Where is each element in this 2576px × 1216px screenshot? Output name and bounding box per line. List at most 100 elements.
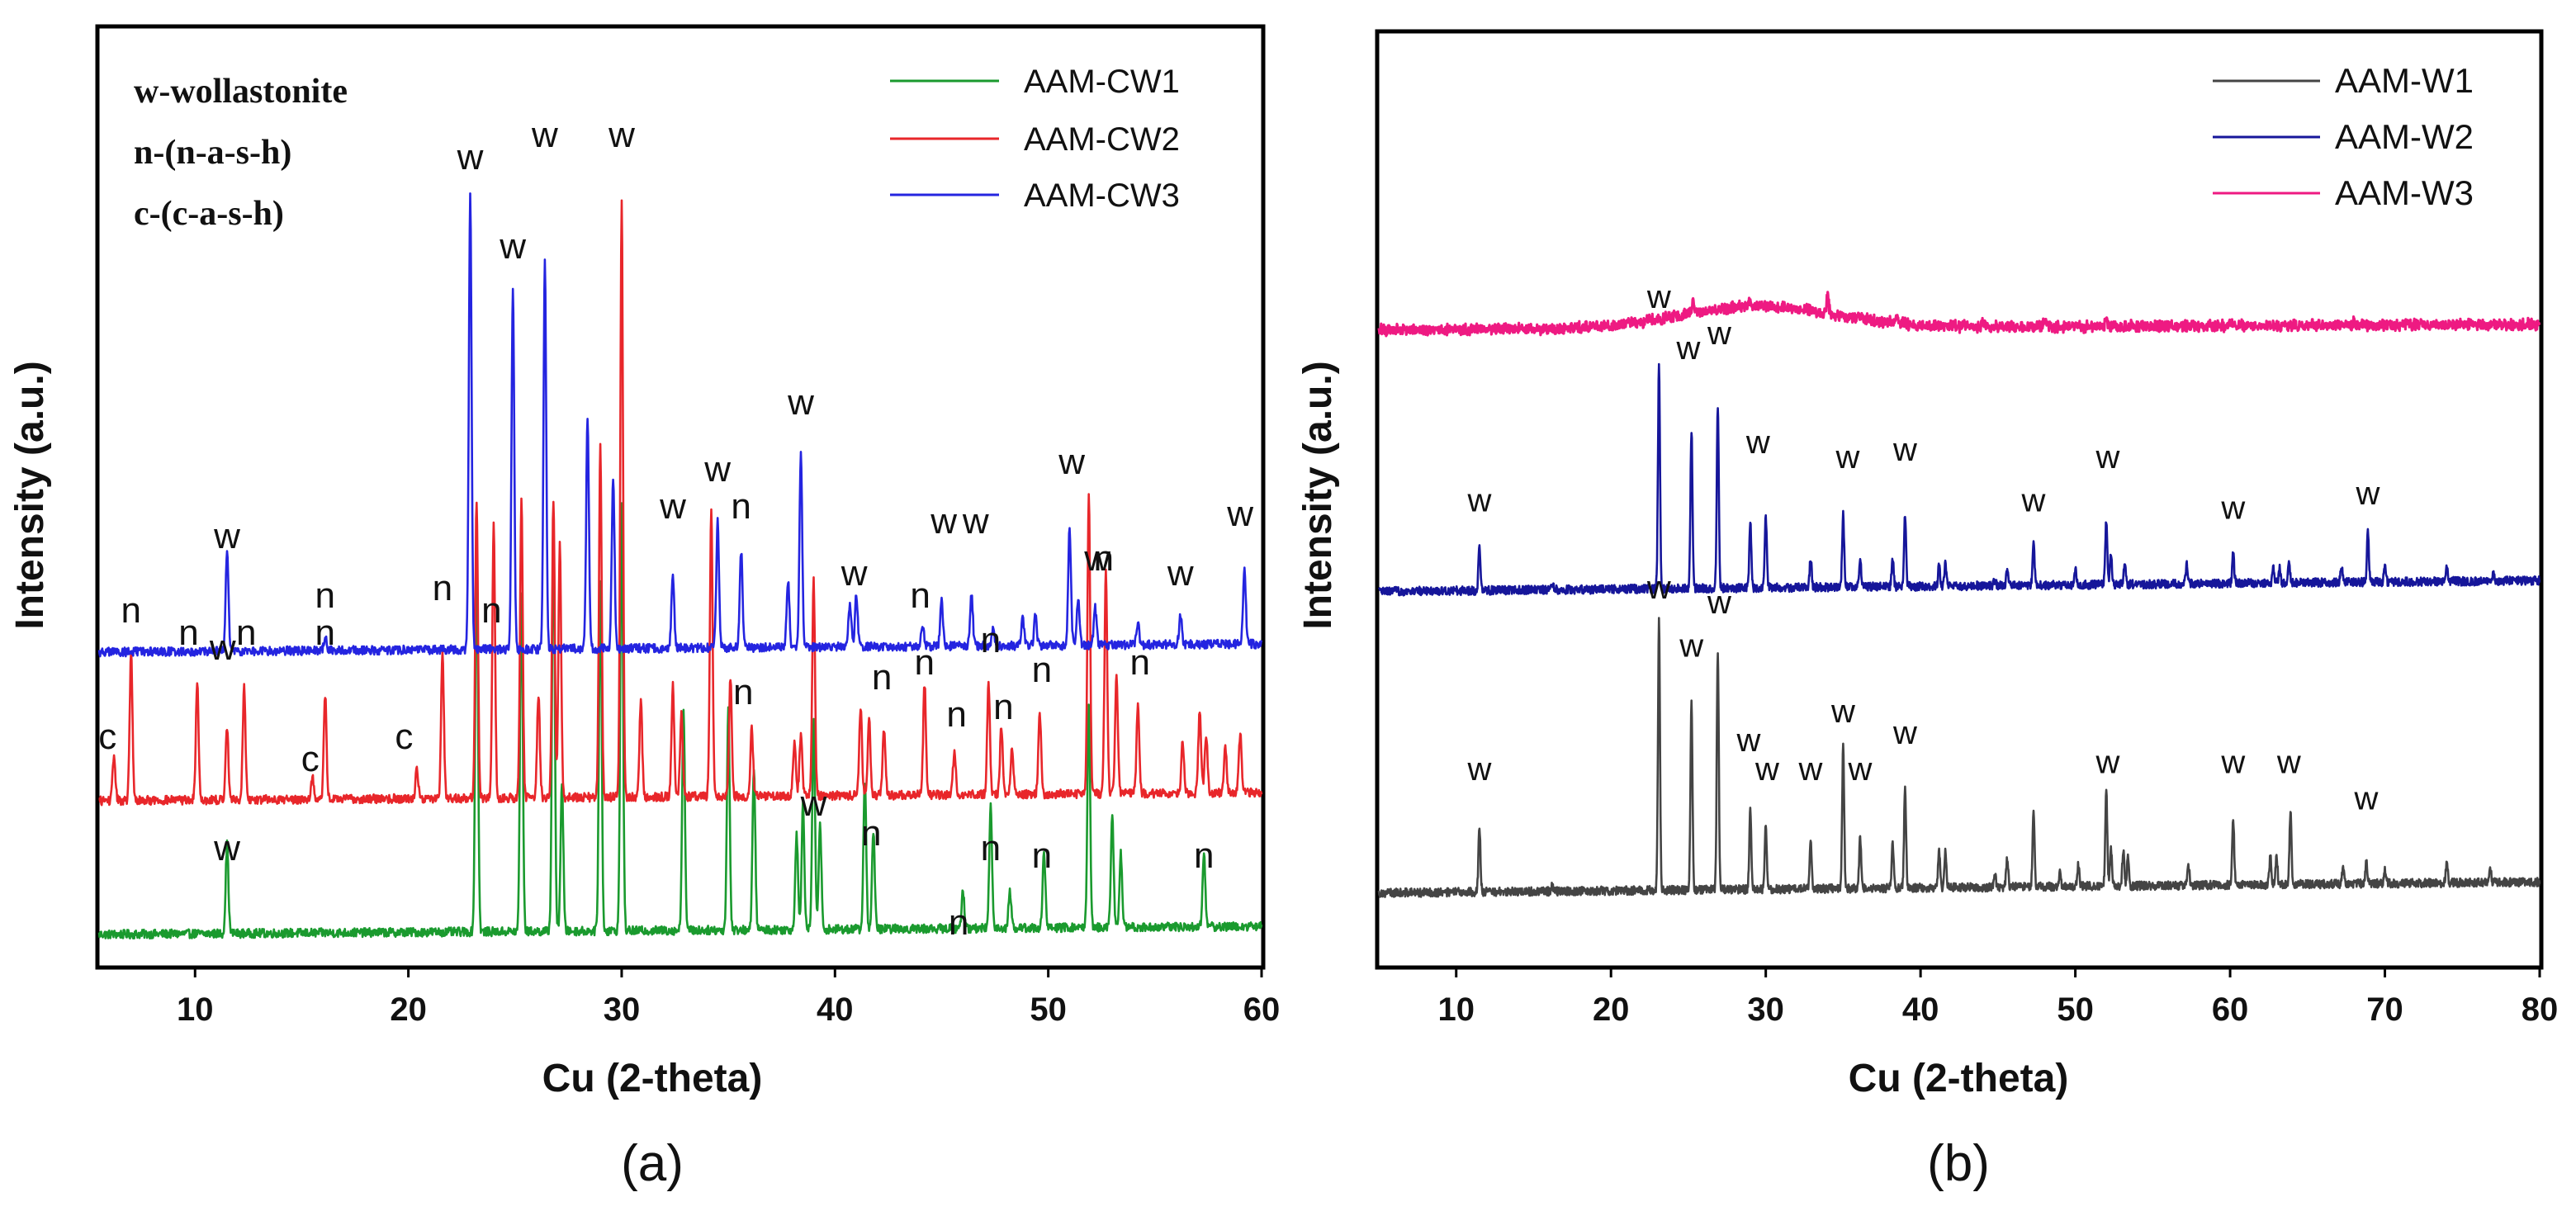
peak-annotation: w [1679,628,1703,665]
peak-annotation: c [301,739,320,779]
peak-annotation: w [1754,751,1779,788]
legend-label-cw1: AAM-CW1 [1024,64,1180,100]
panel-a-caption: (a) [621,1135,684,1192]
series-line-aam-cw2 [98,199,1263,807]
peak-annotation: w [1226,494,1253,534]
series-line-aam-w2 [1377,362,2541,597]
peak-annotation: w [213,828,240,868]
peak-annotation: n [1032,650,1052,690]
peak-annotation: w [1848,751,1873,788]
legend-label-cw2: AAM-CW2 [1024,121,1180,158]
peak-annotation: w [531,115,558,155]
peak-annotation: w [659,486,686,527]
peak-annotation: n [178,613,198,653]
peak-annotation: n [315,613,335,653]
peak-annotation: n [949,902,968,943]
peak-annotation: w [930,501,957,542]
legend-label-w1: AAM-W1 [2335,61,2474,100]
panel-a-frame [95,24,1266,970]
peak-annotation: w [1466,483,1491,519]
peak-annotation: w [2354,780,2379,816]
peak-annotation: w [787,382,814,423]
x-tick-label: 70 [2366,991,2403,1028]
peak-annotation: n [861,813,881,854]
panel-b-caption: (b) [1927,1135,1990,1192]
peak-annotation: w [1167,553,1194,594]
x-tick-label: 30 [1747,991,1784,1028]
peak-annotation: w [213,516,240,556]
peak-annotation: n [315,575,335,616]
peak-annotation: w [800,783,827,824]
x-tick-label: 10 [1437,991,1475,1028]
panel-b-legend: AAM-W1 AAM-W2 AAM-W3 [2213,61,2474,212]
phase-key-n: n-(n-a-s-h) [134,134,291,172]
peak-annotation: n [1032,835,1052,876]
peak-annotation: w [2355,476,2379,512]
x-tick-label: 60 [1243,991,1281,1028]
phase-key-c: c-(c-a-s-h) [134,195,284,233]
peak-annotation: c [98,717,116,757]
peak-annotation: w [1835,439,1860,476]
peak-annotation: w [1466,751,1491,788]
peak-annotation: w [1675,330,1700,367]
peak-annotation: w [1798,751,1823,788]
peak-annotation: n [1129,642,1149,683]
peak-annotation: w [841,553,868,594]
x-tick-label: 20 [1593,991,1630,1028]
panel-a-traces [97,192,1263,940]
peak-annotation: w [1646,570,1671,606]
peak-annotation: w [2021,483,2046,519]
peak-annotation: w [2220,744,2245,780]
x-tick-label: 60 [2212,991,2249,1028]
peak-annotation: w [1707,315,1731,352]
peak-annotation: w [2095,439,2120,476]
panel-a-x-label: Cu (2-theta) [542,1057,763,1100]
peak-annotation: n [915,642,935,683]
peak-annotation: w [1083,538,1110,579]
peak-annotation: w [608,115,635,155]
panel-b-traces [1377,291,2541,898]
peak-annotation: w [2276,744,2301,780]
peak-annotation: w [2095,744,2120,780]
peak-annotation: n [910,575,930,616]
peak-annotation: w [499,226,526,267]
phase-key-w: w-wollastonite [134,73,348,111]
peak-annotation: w [209,627,236,668]
peak-annotation: n [872,657,892,698]
peak-annotation: n [236,613,256,653]
x-tick-label: 20 [390,991,427,1028]
peak-annotation: w [1736,722,1761,759]
peak-annotation: w [1058,442,1085,482]
x-tick-label: 40 [817,991,854,1028]
peak-annotation: w [2220,490,2245,526]
panel-a-legend: AAM-CW1 AAM-CW2 AAM-CW3 [890,64,1180,214]
peak-annotation: n [981,620,1001,660]
peak-annotation: w [962,501,989,542]
peak-annotation: n [433,568,452,608]
panel-b-x-ticks: 10 20 30 40 50 60 70 80 [1437,966,2558,1028]
legend-label-cw3: AAM-CW3 [1024,177,1180,214]
legend-label-w2: AAM-W2 [2335,117,2474,156]
series-line-aam-w1 [1377,617,2541,898]
peak-annotation: c [395,717,413,757]
x-tick-label: 50 [1030,991,1067,1028]
peak-annotation: w [1830,693,1855,730]
x-tick-label: 50 [2057,991,2094,1028]
series-line-aam-w3 [1377,291,2541,338]
peak-annotation: w [1892,432,1917,468]
phase-key: w-wollastonite n-(n-a-s-h) c-(c-a-s-h) [134,73,348,233]
peak-annotation: n [481,590,501,631]
panel-a-y-label: Intensity (a.u.) [8,361,52,629]
peak-annotation: n [981,828,1001,868]
panel-b-y-label: Intensity (a.u.) [1296,361,1340,629]
peak-annotation: n [733,672,753,712]
panel-a-x-ticks: 10 20 30 40 50 60 [177,966,1280,1028]
peak-annotation: n [731,486,751,527]
panel-b-frame [1375,29,2544,970]
